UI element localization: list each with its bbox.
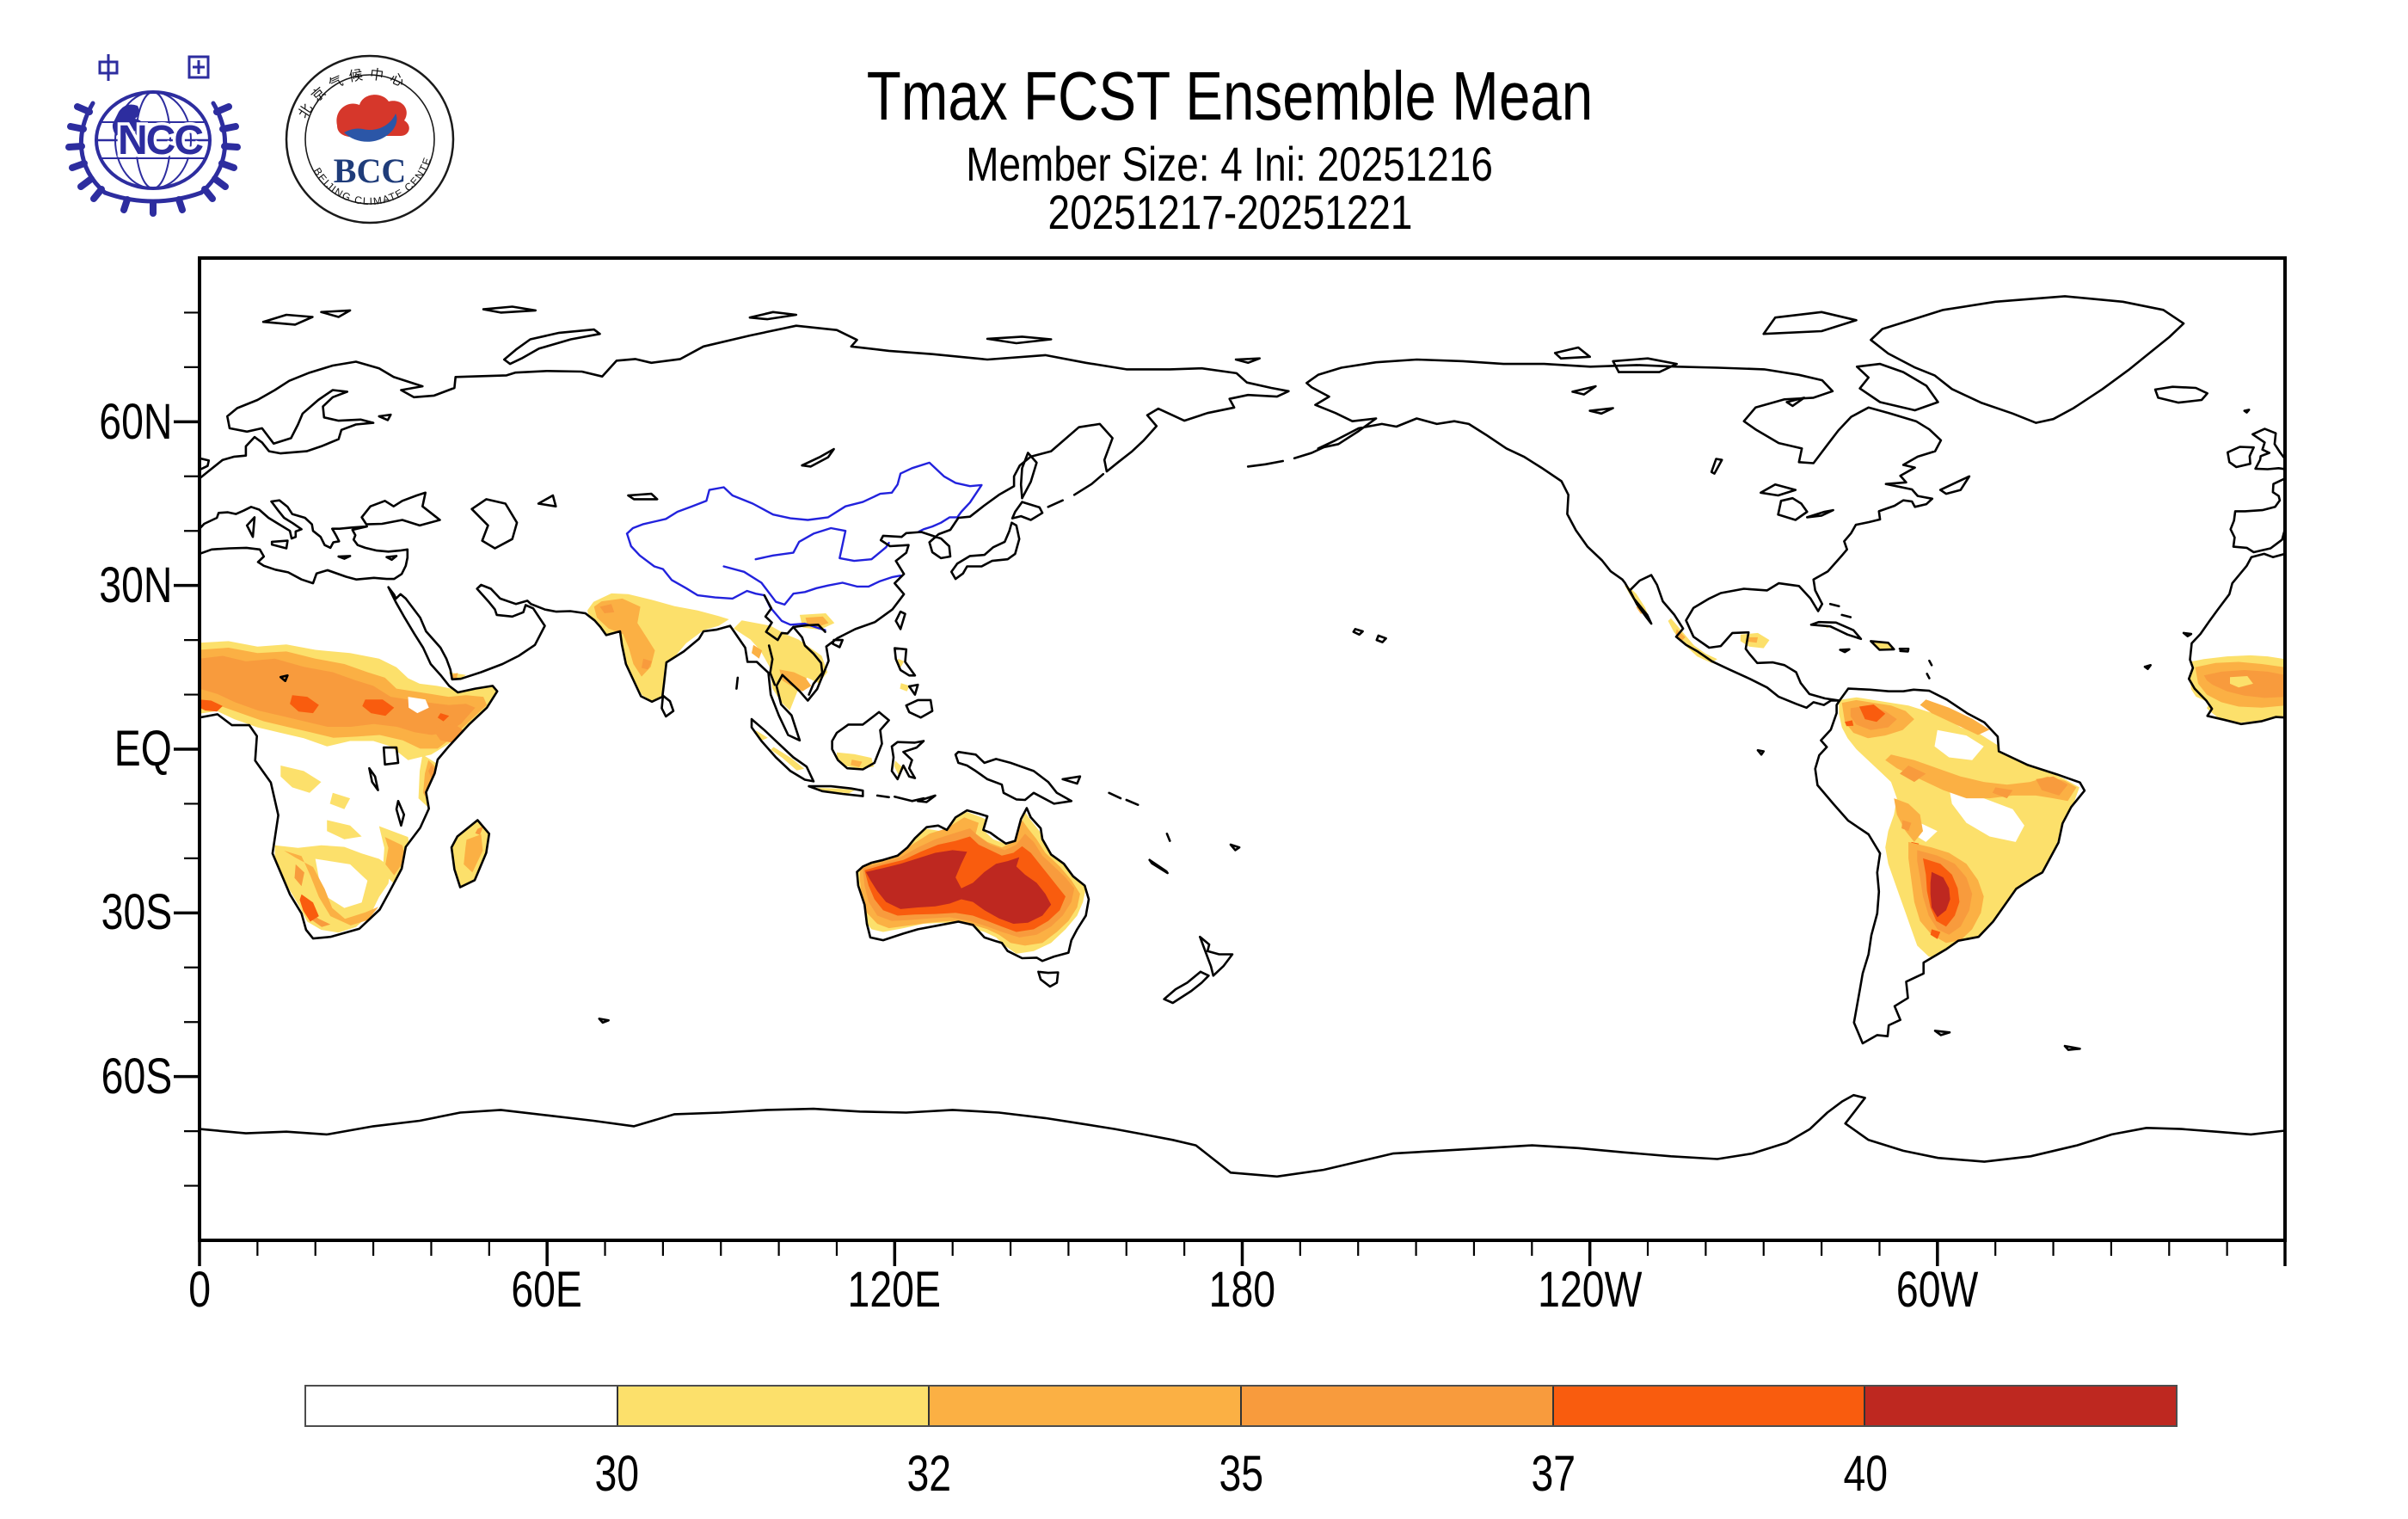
colorbar-label-40: 40 [1843, 1446, 1888, 1502]
colorbar-label-35: 35 [1219, 1446, 1263, 1502]
bcc-logo: 北京气候中心 BEIJING CLIMATE CENTER BCC [282, 52, 455, 224]
bcc-ring-inner [304, 74, 435, 205]
temperature-shading [200, 585, 2285, 960]
colorbar-cell-under [306, 1387, 618, 1425]
bcc-cloud-icon [336, 95, 409, 142]
colorbar [304, 1385, 2178, 1427]
colorbar-cell-30 [617, 1387, 931, 1425]
x-tick-180: 180 [1208, 1262, 1275, 1318]
y-tick-30S: 30S [101, 884, 172, 940]
china-border-and-rivers [625, 461, 983, 631]
coastlines [200, 295, 2285, 1178]
colorbar-label-37: 37 [1531, 1446, 1576, 1502]
y-tick-30N: 30N [98, 557, 172, 613]
x-tick-120E: 120E [847, 1262, 942, 1318]
ncc-wreath-icon [65, 101, 241, 217]
y-tick-60S: 60S [101, 1049, 172, 1104]
colorbar-label-32: 32 [906, 1446, 951, 1502]
page-subtitle: Member Size: 4 Ini: 20251216 [966, 137, 1494, 191]
colorbar-cell-35 [1242, 1387, 1554, 1425]
ncc-globe-icon [95, 90, 212, 190]
bcc-label: BCC [334, 151, 406, 190]
x-tick-0: 0 [188, 1262, 211, 1318]
map-frame [198, 256, 2287, 1242]
ncc-label: NCC [118, 118, 203, 163]
valid-period: 20251217-20251221 [1047, 185, 1412, 239]
y-tick-EQ: EQ [114, 721, 172, 777]
ncc-logo: NCC [65, 54, 241, 217]
x-tick-60W: 60W [1896, 1262, 1979, 1318]
colorbar-cell-40 [1865, 1387, 2177, 1425]
axis-ticks [174, 311, 2287, 1266]
x-tick-60E: 60E [511, 1262, 583, 1318]
colorbar-cell-32 [930, 1387, 1243, 1425]
page-title: Tmax FCST Ensemble Mean [866, 58, 1594, 134]
ncc-cjk-chars [98, 54, 210, 81]
colorbar-cell-37 [1553, 1387, 1866, 1425]
colorbar-label-30: 30 [594, 1446, 639, 1502]
char-guo-icon [187, 55, 210, 79]
char-zhong-icon [98, 54, 119, 81]
y-tick-60N: 60N [98, 394, 172, 450]
x-tick-120W: 120W [1538, 1262, 1643, 1318]
